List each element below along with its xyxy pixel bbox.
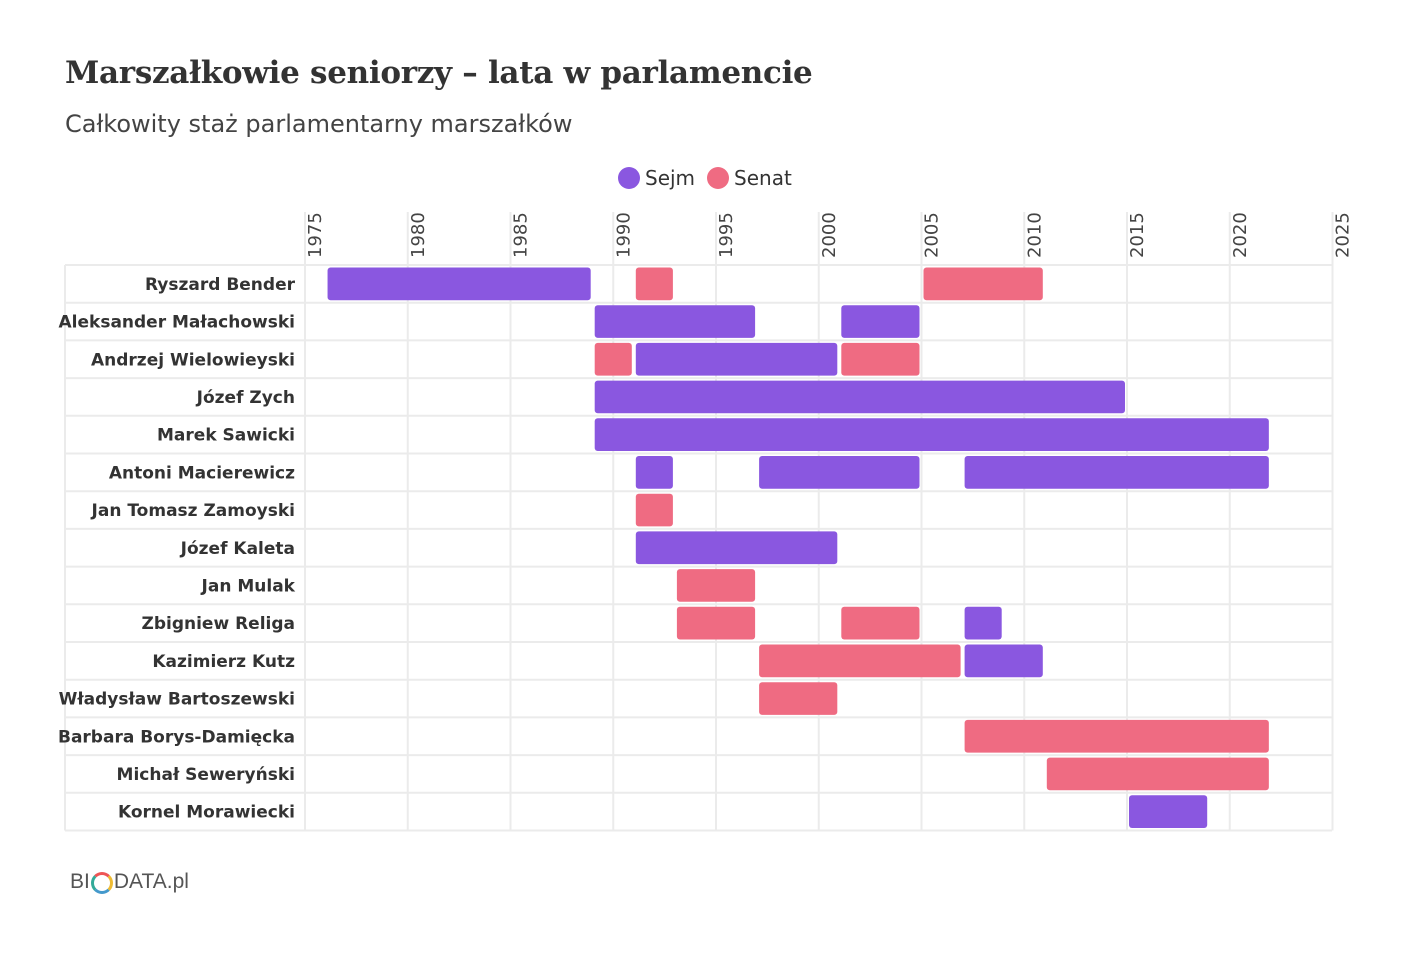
y-category-label: Barbara Borys-Damięcka xyxy=(58,727,295,747)
legend-swatch-sejm xyxy=(618,167,640,189)
bar-senat xyxy=(635,267,673,301)
bar-sejm xyxy=(964,644,1043,678)
y-category-label: Kazimierz Kutz xyxy=(152,652,295,672)
bar-senat xyxy=(923,267,1043,301)
x-tick-label: 2025 xyxy=(1333,212,1354,258)
x-tick-label: 2000 xyxy=(819,212,840,258)
x-tick-label: 1985 xyxy=(511,212,532,258)
y-category-label: Władysław Bartoszewski xyxy=(59,690,295,710)
bar-senat xyxy=(1046,757,1269,791)
logo-q-icon xyxy=(90,872,113,894)
bar-sejm xyxy=(635,456,673,489)
legend-swatch-senat xyxy=(707,167,730,189)
bar-sejm xyxy=(635,531,838,565)
bar-senat xyxy=(594,342,632,376)
bar-senat xyxy=(759,682,838,715)
x-tick-label: 2005 xyxy=(922,212,943,258)
bar-senat xyxy=(964,719,1269,753)
y-category-label: Kornel Morawiecki xyxy=(118,803,295,823)
legend: Sejm Senat xyxy=(618,166,804,190)
x-tick-label: 1990 xyxy=(613,212,634,258)
logo-text-left: BI xyxy=(70,870,90,893)
bar-sejm xyxy=(594,305,756,338)
y-category-label: Andrzej Wielowieyski xyxy=(91,350,295,370)
bar-sejm xyxy=(327,267,591,301)
logo-text-right: DATA.pl xyxy=(113,870,189,893)
bar-senat xyxy=(676,606,756,640)
legend-label-sejm: Sejm xyxy=(645,166,696,190)
y-category-label: Jan Tomasz Zamoyski xyxy=(91,501,295,521)
chart-subtitle: Całkowity staż parlamentarny marszałków xyxy=(65,110,573,138)
x-tick-label: 1995 xyxy=(716,212,737,258)
x-tick-label: 2015 xyxy=(1127,212,1148,258)
bar-sejm xyxy=(594,418,1269,451)
y-category-label: Marek Sawicki xyxy=(157,426,295,446)
y-category-label: Antoni Macierewicz xyxy=(109,463,295,483)
legend-label-senat: Senat xyxy=(734,166,792,190)
bar-sejm xyxy=(964,606,1002,640)
bar-sejm xyxy=(1129,795,1208,828)
x-tick-label: 1975 xyxy=(305,212,326,258)
y-category-label: Zbigniew Religa xyxy=(142,614,296,634)
bar-senat xyxy=(841,606,920,640)
bar-sejm xyxy=(759,456,920,489)
x-tick-label: 1980 xyxy=(408,212,429,258)
bar-sejm xyxy=(594,380,1125,414)
biqdata-logo: BI DATA.pl xyxy=(70,870,189,894)
y-category-label: Aleksander Małachowski xyxy=(59,313,296,333)
bar-sejm xyxy=(841,305,920,338)
x-tick-label: 2020 xyxy=(1230,212,1251,258)
chart-title: Marszałkowie seniorzy – lata w parlamenc… xyxy=(65,55,813,91)
y-category-label: Ryszard Bender xyxy=(145,275,296,295)
bar-senat xyxy=(759,644,961,678)
legend-item-senat[interactable]: Senat xyxy=(707,166,792,190)
x-tick-label: 2010 xyxy=(1024,212,1045,258)
bar-senat xyxy=(676,569,756,602)
bar-sejm xyxy=(964,456,1269,489)
legend-item-sejm[interactable]: Sejm xyxy=(618,166,695,190)
y-category-label: Michał Seweryński xyxy=(117,765,295,785)
y-category-label: Jan Mulak xyxy=(201,576,296,596)
y-category-label: Józef Kaleta xyxy=(180,539,295,559)
bar-sejm xyxy=(635,342,838,376)
bar-senat xyxy=(635,493,673,527)
y-category-label: Józef Zych xyxy=(196,388,295,408)
bar-senat xyxy=(841,342,920,376)
